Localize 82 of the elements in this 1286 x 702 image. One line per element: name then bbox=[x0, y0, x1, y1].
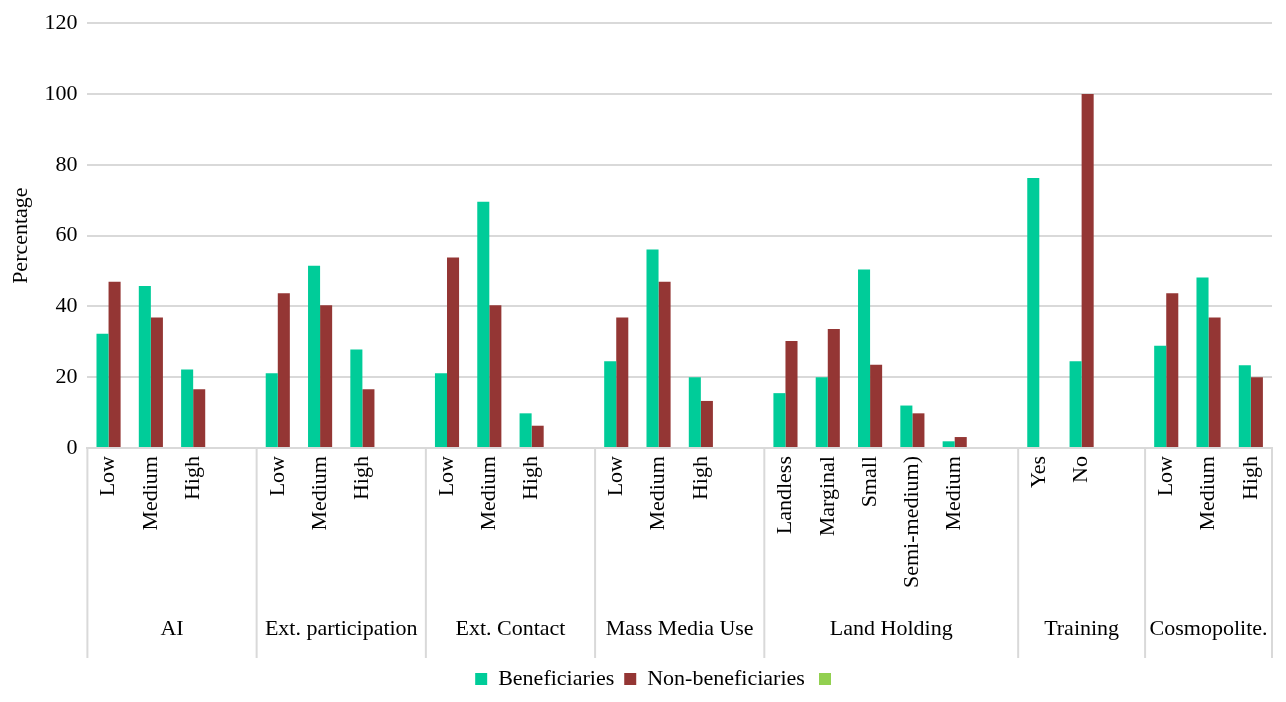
text: Training bbox=[1044, 614, 1120, 640]
bar bbox=[858, 269, 871, 448]
x-tick-label: Medium bbox=[136, 456, 162, 531]
bar bbox=[646, 249, 659, 448]
legend-label: Non-beneficiaries bbox=[647, 664, 805, 690]
bar bbox=[700, 400, 713, 448]
bar bbox=[138, 285, 151, 448]
bar bbox=[616, 317, 629, 448]
bar bbox=[912, 413, 925, 448]
y-tick-label: 0 bbox=[66, 433, 78, 459]
x-tick-label: High bbox=[178, 456, 204, 501]
text: Land Holding bbox=[829, 614, 953, 640]
bar bbox=[477, 201, 490, 448]
bar bbox=[1027, 177, 1040, 448]
bar bbox=[308, 265, 321, 448]
bar bbox=[1166, 293, 1179, 448]
bar bbox=[531, 425, 544, 448]
bar bbox=[108, 281, 121, 448]
bar bbox=[900, 405, 913, 448]
bar bbox=[773, 393, 786, 448]
bar bbox=[1196, 277, 1209, 448]
bar bbox=[489, 305, 502, 448]
bar bbox=[519, 413, 532, 448]
x-tick-label: Low bbox=[1152, 455, 1178, 497]
x-tick-label: Medium bbox=[305, 456, 331, 531]
text: Cosmopolite. bbox=[1149, 614, 1268, 640]
x-tick-label: Low bbox=[602, 455, 628, 497]
bar bbox=[942, 441, 955, 448]
x-tick-label: No bbox=[1067, 456, 1093, 483]
bar bbox=[181, 369, 194, 448]
x-tick-label: Low bbox=[263, 455, 289, 497]
x-tick-label: High bbox=[1236, 456, 1262, 501]
y-tick-label: 60 bbox=[55, 221, 78, 247]
bar bbox=[447, 257, 460, 448]
text: Mass Media Use bbox=[605, 614, 754, 640]
bar bbox=[265, 373, 278, 448]
x-tick-label: Medium bbox=[475, 456, 501, 531]
text: AI bbox=[160, 614, 184, 640]
y-axis-title: Percentage bbox=[6, 187, 32, 284]
bar bbox=[320, 305, 333, 448]
x-tick-label: High bbox=[348, 456, 374, 501]
bar bbox=[658, 281, 671, 448]
bar bbox=[954, 437, 967, 448]
bar bbox=[193, 389, 206, 448]
bar bbox=[1069, 361, 1082, 448]
y-tick-label: 120 bbox=[44, 8, 78, 34]
y-tick-label: 20 bbox=[55, 363, 78, 388]
bar bbox=[1238, 365, 1251, 448]
bar bbox=[350, 349, 363, 448]
bar bbox=[96, 333, 109, 448]
bar bbox=[277, 293, 290, 448]
legend-label: Beneficiaries bbox=[498, 664, 615, 690]
bar bbox=[1250, 377, 1263, 448]
y-tick-label: 100 bbox=[44, 79, 78, 105]
x-tick-label: Marginal bbox=[813, 456, 839, 537]
bar bbox=[785, 341, 798, 448]
bar bbox=[1208, 317, 1221, 448]
y-tick-label: 80 bbox=[55, 150, 78, 176]
text: Ext. Contact bbox=[455, 614, 566, 640]
bar bbox=[815, 377, 828, 448]
bar bbox=[150, 317, 163, 448]
x-tick-label: Small bbox=[855, 456, 881, 508]
x-tick-label: Semi-medium) bbox=[898, 456, 924, 589]
x-tick-label: High bbox=[517, 456, 543, 501]
x-tick-label: Medium bbox=[644, 456, 670, 531]
bar bbox=[870, 364, 883, 448]
bar bbox=[434, 373, 448, 448]
y-tick-label: 40 bbox=[55, 292, 78, 318]
bar bbox=[827, 329, 840, 448]
x-tick-label: Landless bbox=[771, 456, 797, 535]
x-tick-label: Yes bbox=[1025, 456, 1051, 489]
x-tick-label: Low bbox=[432, 455, 458, 497]
bar bbox=[362, 389, 375, 448]
text: Ext. participation bbox=[264, 614, 418, 640]
x-tick-label: High bbox=[686, 456, 712, 501]
x-tick-label: Low bbox=[94, 455, 120, 497]
x-tick-label: Medium bbox=[940, 456, 966, 531]
bar bbox=[1081, 94, 1094, 448]
bar bbox=[1154, 345, 1167, 448]
x-tick-label: Medium bbox=[1194, 456, 1220, 531]
bar bbox=[604, 361, 617, 448]
bar bbox=[688, 377, 701, 448]
